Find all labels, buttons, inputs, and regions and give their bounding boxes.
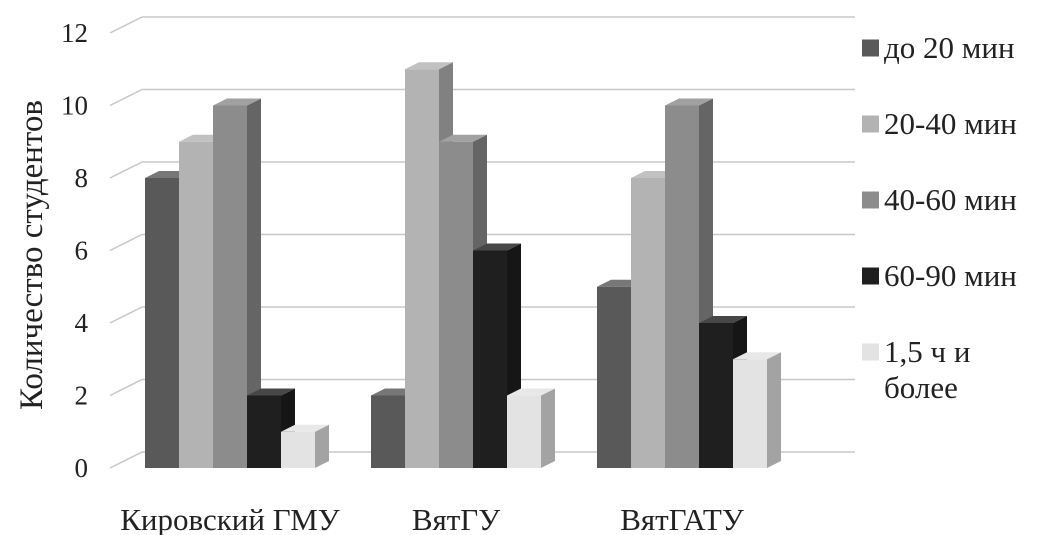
bar-side — [767, 352, 781, 468]
y-tick-label: 4 — [75, 308, 89, 338]
bar-front — [145, 178, 179, 468]
gridline-diagonal — [109, 161, 143, 179]
bar — [733, 352, 781, 468]
bar-front — [213, 105, 247, 468]
x-category-label: ВятГАТУ — [620, 502, 744, 535]
legend-swatch — [862, 115, 879, 133]
legend-swatch — [862, 191, 879, 209]
bar-top — [405, 62, 453, 70]
y-axis: 0 2 4 6 8 10 12 — [61, 18, 89, 483]
legend-item: до 20 мин — [862, 30, 1015, 65]
legend-swatch — [862, 343, 879, 361]
bar — [281, 424, 329, 468]
bar — [507, 388, 555, 468]
bar-top — [699, 316, 747, 323]
y-tick-label: 10 — [61, 91, 88, 121]
y-tick-label: 12 — [61, 18, 88, 48]
y-axis-title: Количество студентов — [14, 100, 50, 410]
legend-swatch — [862, 267, 879, 285]
y-tick-label: 6 — [75, 236, 89, 266]
bar-top — [473, 243, 521, 251]
legend-label: 1,5 ч и более — [884, 334, 970, 405]
bar-front — [371, 395, 405, 468]
bar-front — [597, 286, 631, 468]
bar-top — [733, 352, 781, 360]
bar-top — [281, 424, 329, 432]
bar-front — [473, 250, 507, 468]
bar-side — [315, 424, 329, 468]
legend-item: 40-60 мин — [862, 182, 1017, 217]
legend-label: 60-90 мин — [884, 258, 1017, 293]
bar-front — [699, 323, 733, 468]
bar-top — [439, 134, 487, 142]
category-labels: Кировский ГМУ ВятГУ ВятГАТУ — [120, 502, 744, 535]
bar-front — [631, 178, 665, 468]
bar — [247, 388, 295, 468]
bar-front — [439, 141, 473, 468]
bar-front — [507, 395, 541, 468]
y-tick-label: 2 — [75, 381, 89, 411]
gridline-diagonal — [109, 451, 143, 469]
legend-label: до 20 мин — [884, 30, 1015, 65]
gridline-diagonal — [109, 378, 143, 397]
legend: до 20 мин 20-40 мин 40-60 мин 60-90 мин 1,5 … — [862, 30, 1017, 405]
x-category-label: ВятГУ — [412, 502, 500, 535]
bar-top — [507, 388, 555, 396]
legend-label: 20-40 мин — [884, 106, 1017, 141]
legend-label: 40-60 мин — [884, 182, 1017, 217]
gridline-diagonal — [109, 233, 143, 252]
bar-front — [247, 395, 281, 468]
legend-item: 60-90 мин — [862, 258, 1017, 293]
legend-item: 20-40 мин — [862, 106, 1017, 141]
bar — [213, 98, 261, 468]
gridline-diagonal — [109, 306, 143, 324]
legend-item: 1,5 ч и более — [862, 334, 970, 405]
legend-swatch — [862, 39, 879, 57]
bar-top — [213, 98, 261, 106]
bar-front — [405, 69, 439, 468]
bar-side — [247, 98, 261, 468]
gridline-diagonal — [109, 88, 143, 107]
bar-top — [247, 388, 295, 396]
y-tick-label: 0 — [75, 453, 89, 483]
bars — [145, 62, 781, 468]
bar-front — [733, 359, 767, 468]
bar-front — [281, 431, 315, 468]
bar-front — [179, 141, 213, 468]
bar-front — [665, 105, 699, 468]
y-tick-label: 8 — [75, 163, 89, 193]
bar-side — [541, 388, 555, 468]
gridline-diagonal — [109, 16, 143, 34]
bar-top — [665, 98, 713, 106]
x-category-label: Кировский ГМУ — [120, 502, 340, 535]
